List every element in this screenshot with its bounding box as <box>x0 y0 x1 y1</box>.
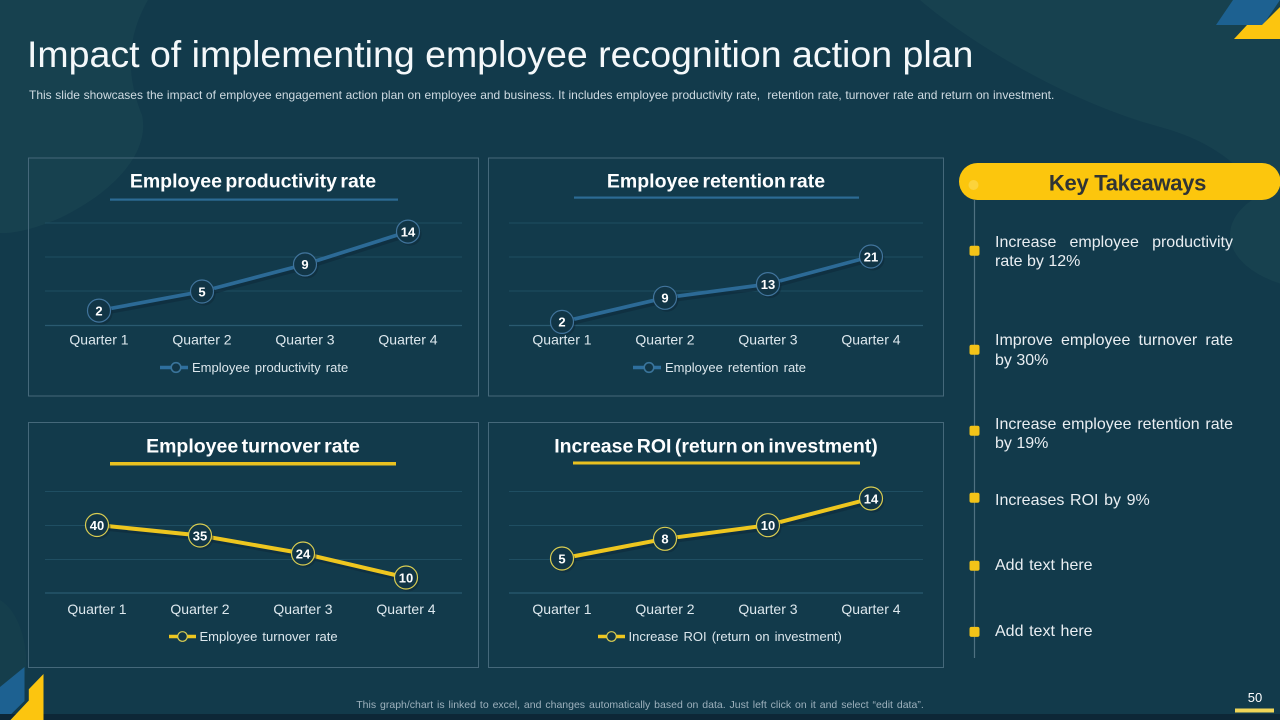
svg-text:40: 40 <box>90 518 104 533</box>
svg-text:10: 10 <box>761 518 775 533</box>
svg-text:21: 21 <box>864 249 878 264</box>
svg-text:Employee turnover rate: Employee turnover rate <box>200 629 338 644</box>
svg-text:5: 5 <box>198 284 205 299</box>
svg-text:2: 2 <box>95 303 102 318</box>
svg-text:Key Takeaways: Key Takeaways <box>1049 171 1206 196</box>
svg-text:Quarter 4: Quarter 4 <box>841 332 900 348</box>
svg-text:Quarter 1: Quarter 1 <box>69 332 128 348</box>
svg-text:Employee turnover rate: Employee turnover rate <box>146 435 360 457</box>
svg-text:5: 5 <box>558 551 565 566</box>
svg-text:Quarter 4: Quarter 4 <box>376 601 435 617</box>
svg-text:13: 13 <box>761 277 775 292</box>
svg-text:9: 9 <box>301 257 308 272</box>
svg-text:35: 35 <box>193 528 207 543</box>
svg-text:Quarter 1: Quarter 1 <box>532 332 591 348</box>
svg-text:Quarter 2: Quarter 2 <box>635 332 694 348</box>
svg-text:Quarter 4: Quarter 4 <box>841 601 900 617</box>
svg-text:24: 24 <box>296 546 311 561</box>
svg-text:Quarter 2: Quarter 2 <box>635 601 694 617</box>
svg-text:Employee retention rate: Employee retention rate <box>607 171 825 193</box>
svg-text:Employee productivity rate: Employee productivity rate <box>130 171 376 193</box>
svg-text:Quarter 1: Quarter 1 <box>67 601 126 617</box>
svg-text:14: 14 <box>864 491 879 506</box>
svg-text:Quarter 3: Quarter 3 <box>273 601 332 617</box>
svg-text:Increase ROI (return on invest: Increase ROI (return on investment) <box>554 435 878 457</box>
svg-text:Quarter 3: Quarter 3 <box>275 332 334 348</box>
svg-text:Quarter 2: Quarter 2 <box>172 332 231 348</box>
svg-text:2: 2 <box>558 315 565 330</box>
svg-text:8: 8 <box>661 532 668 547</box>
svg-text:Employee retention rate: Employee retention rate <box>665 360 806 375</box>
svg-text:10: 10 <box>399 570 413 585</box>
svg-text:Employee productivity rate: Employee productivity rate <box>192 360 348 375</box>
svg-text:Quarter 2: Quarter 2 <box>170 601 229 617</box>
svg-text:14: 14 <box>401 224 416 239</box>
svg-text:Quarter 3: Quarter 3 <box>738 332 797 348</box>
svg-text:Increase ROI (return on invest: Increase ROI (return on investment) <box>629 629 842 644</box>
svg-text:Quarter 4: Quarter 4 <box>378 332 437 348</box>
svg-text:9: 9 <box>661 291 668 306</box>
svg-text:Quarter 3: Quarter 3 <box>738 601 797 617</box>
svg-text:Quarter 1: Quarter 1 <box>532 601 591 617</box>
